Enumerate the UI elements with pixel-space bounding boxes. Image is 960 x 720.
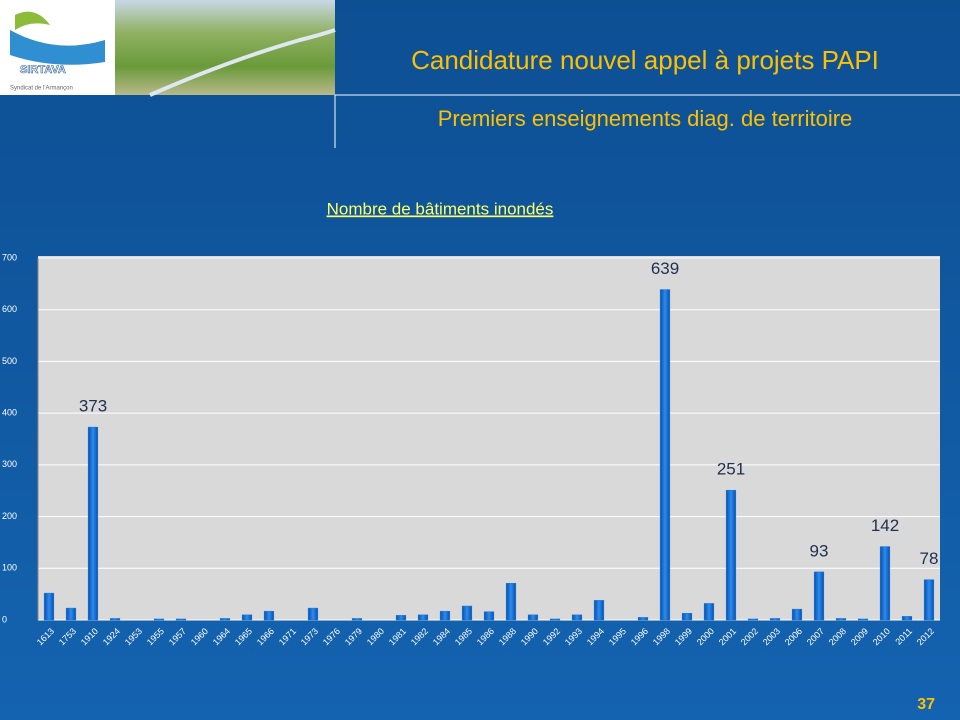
bar [879,546,891,621]
bar [219,618,231,621]
slide-subtitle: Premiers enseignements diag. de territoi… [438,106,853,131]
bar [593,600,605,621]
data-label: 93 [810,541,829,560]
bar [505,583,517,621]
y-tick-label: 400 [2,408,17,418]
bar [725,489,737,621]
photo-river [149,28,336,97]
logo-caption: Syndicat de l'Armançon [10,86,73,92]
bar [901,616,913,621]
bar [395,615,407,621]
data-label: 251 [717,460,745,479]
bar [549,618,561,621]
bar [637,617,649,621]
y-tick-label: 0 [2,614,7,624]
bar [87,426,99,621]
bar [483,611,495,621]
bar [923,579,935,621]
bar [527,614,539,621]
chart-title: Nombre de bâtiments inondés [327,199,554,218]
bar [461,605,473,621]
bar [791,608,803,621]
bar [747,618,759,621]
bar [439,610,451,621]
header-photo [115,0,335,95]
page-number: 37 [917,696,935,713]
bar [109,618,121,621]
bar [351,618,363,621]
logo-wave [10,30,105,65]
bar [571,614,583,621]
bar [703,603,715,621]
bar [681,613,693,621]
data-label: 373 [79,397,107,416]
bar [659,289,671,621]
bar [153,618,165,621]
bar [175,618,187,621]
y-tick-label: 500 [2,356,17,366]
bar [769,618,781,621]
bar [307,607,319,621]
bar [241,614,253,621]
bar [65,607,77,621]
bar [43,592,55,621]
y-tick-label: 300 [2,459,17,469]
y-tick-label: 200 [2,511,17,521]
plot-area [38,256,940,620]
y-tick-label: 700 [2,252,17,262]
data-label: 142 [871,516,899,535]
logo-name: SIRTAVA [20,64,66,76]
data-label: 78 [920,549,939,568]
bar [857,618,869,621]
logo-leaf [15,11,50,30]
bar [263,610,275,621]
bar [813,571,825,621]
bar [417,614,429,621]
y-tick-label: 600 [2,304,17,314]
data-label: 639 [651,259,679,278]
y-tick-label: 100 [2,563,17,573]
bar [835,618,847,621]
slide-title: Candidature nouvel appel à projets PAPI [411,45,879,75]
